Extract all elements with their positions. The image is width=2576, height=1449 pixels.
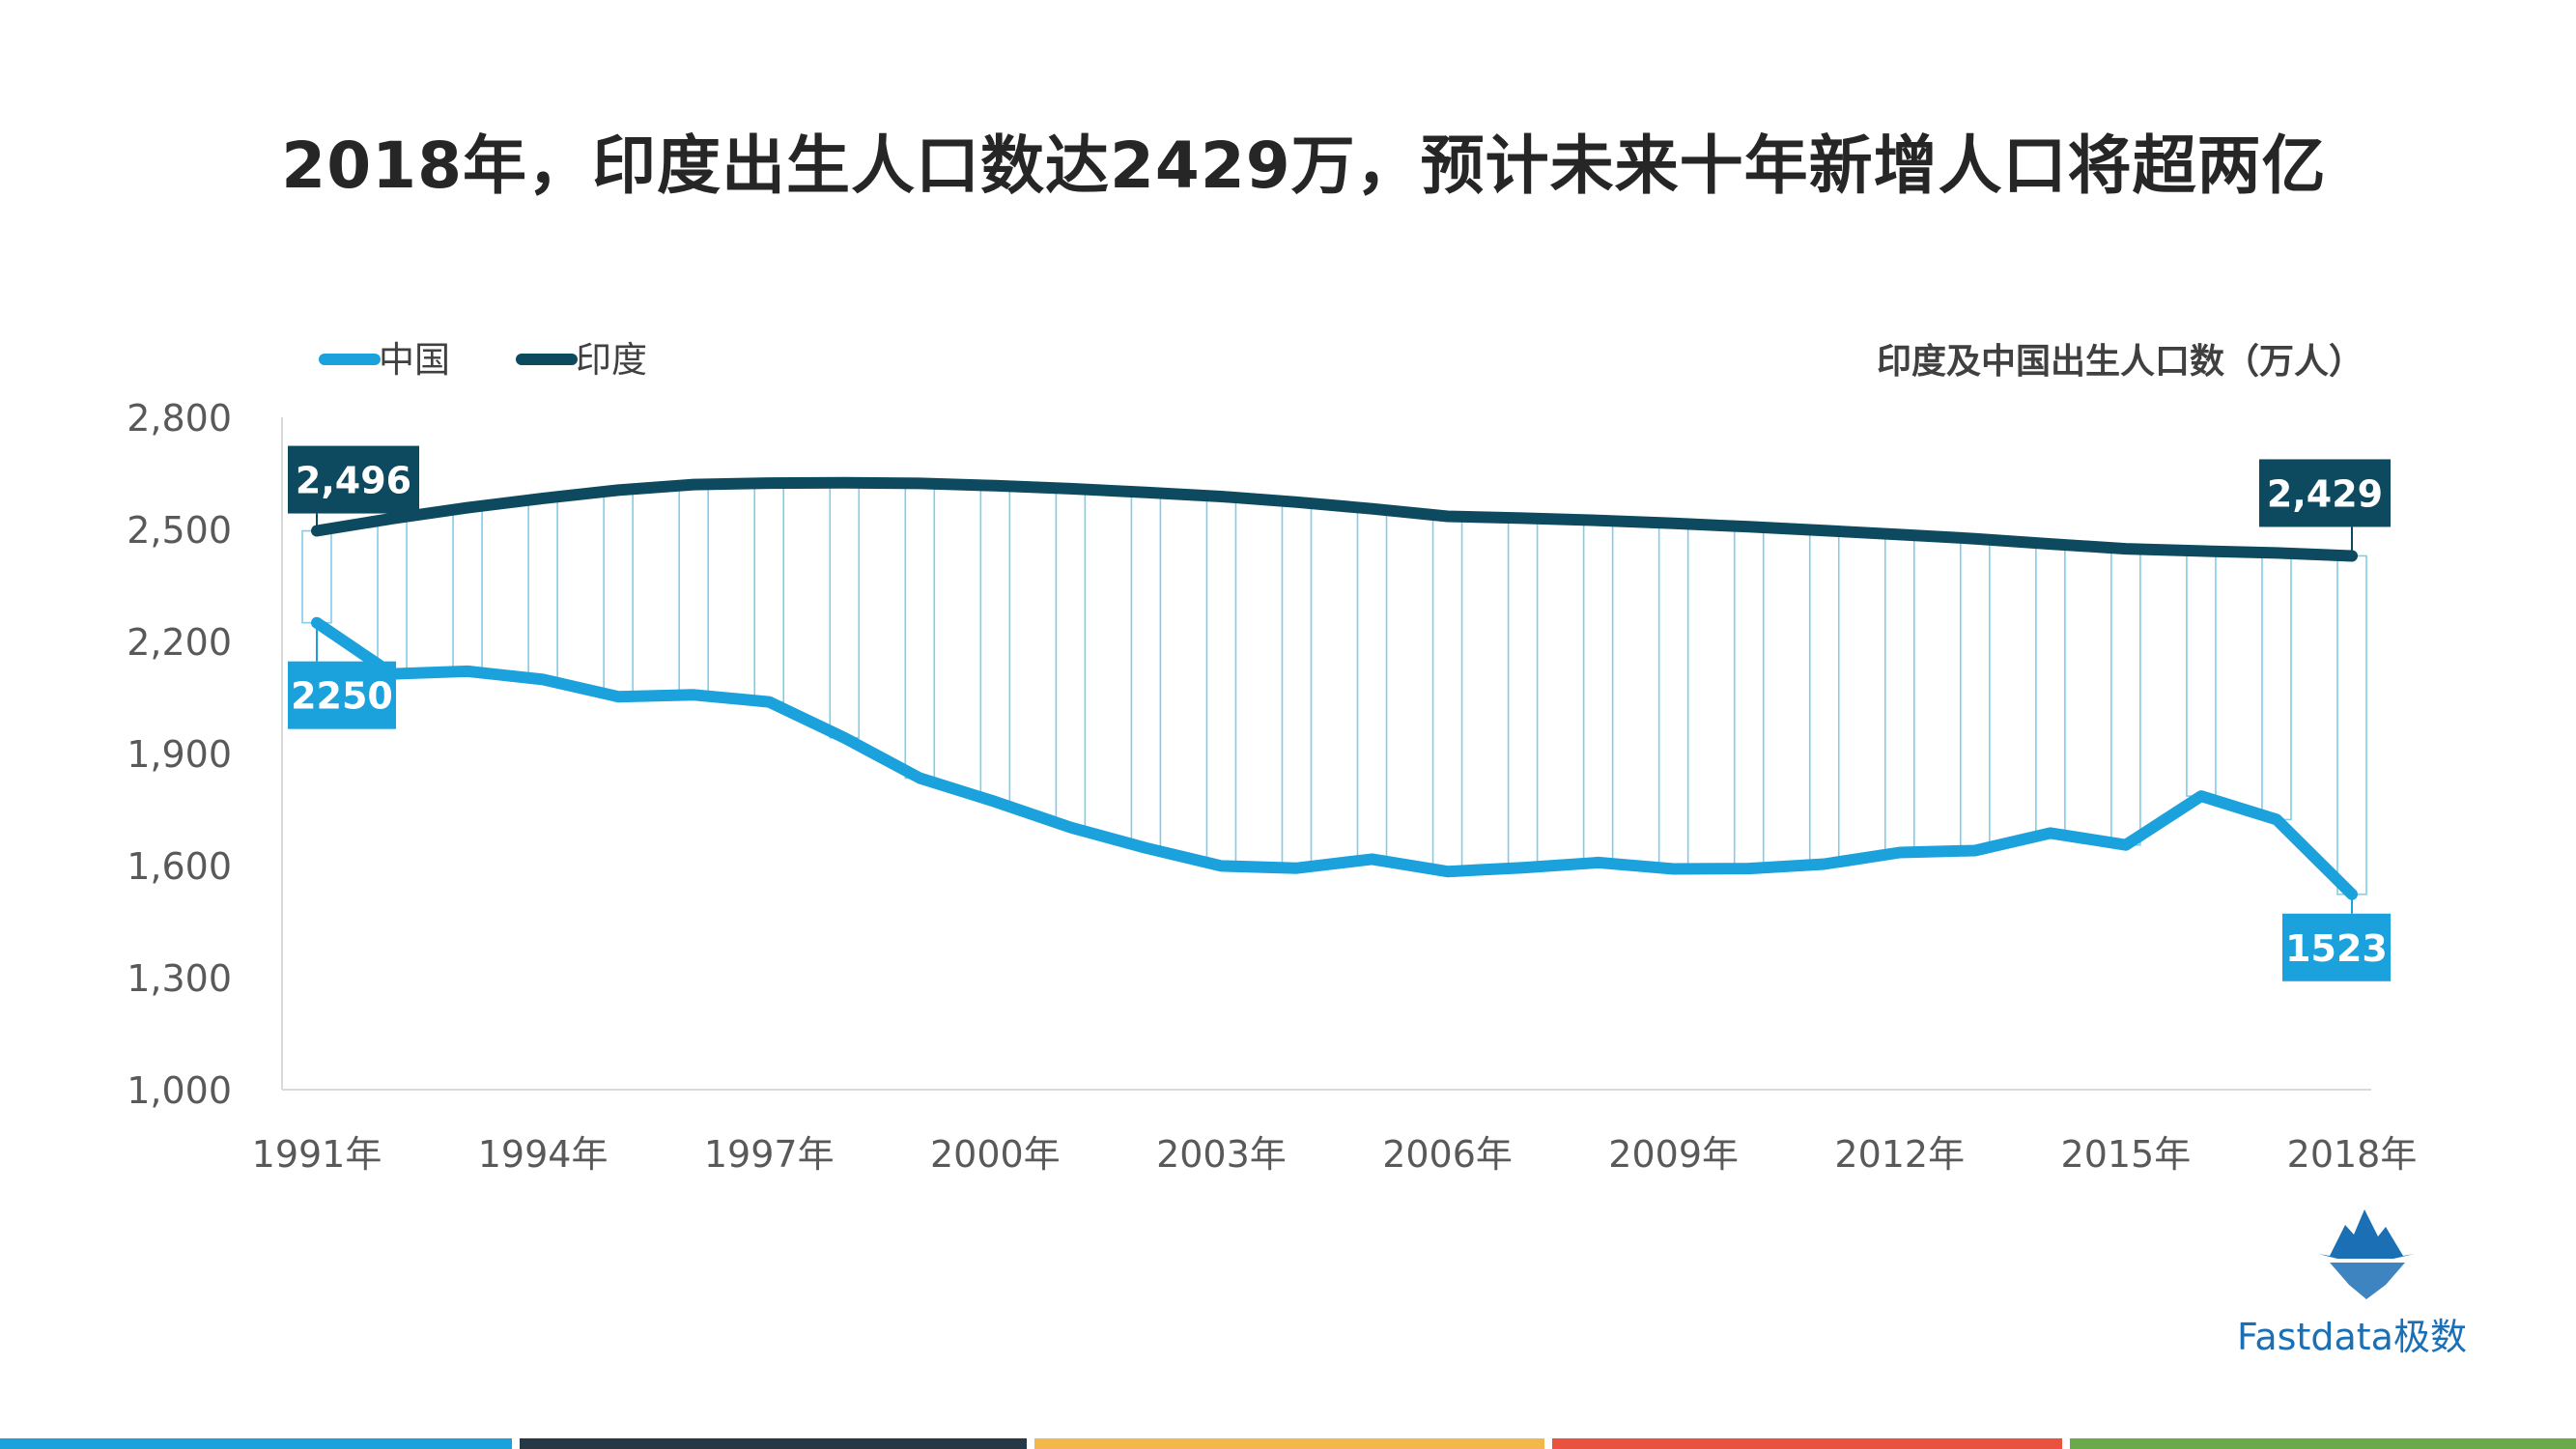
drop-line-2010年 — [1733, 526, 1765, 869]
callout-box — [288, 445, 419, 514]
series-line-china — [311, 616, 2358, 900]
y-tick-label: 2,200 — [127, 621, 232, 664]
bottom-color-bar — [1034, 1438, 1544, 1449]
data-label: 2250 — [291, 675, 393, 718]
callout-box — [288, 661, 396, 729]
data-label: 2,496 — [296, 460, 411, 502]
drop-line-2017年 — [2261, 552, 2292, 821]
iceberg-icon — [2318, 1209, 2415, 1259]
callouts-group: 2,496 2250 2,429 1523 — [288, 445, 2391, 981]
x-tick-label: 2012年 — [1834, 1133, 1965, 1176]
legend-label-india: 印度 — [576, 339, 647, 381]
x-tick-label: 2000年 — [930, 1133, 1061, 1176]
y-tick-label: 1,600 — [127, 845, 232, 888]
x-tick-label: 2003年 — [1156, 1133, 1287, 1176]
drop-line-2001年 — [1055, 488, 1087, 829]
drop-line-1994年 — [527, 497, 558, 681]
bottom-color-bar — [520, 1438, 1027, 1449]
y-tick-label: 2,500 — [127, 509, 232, 552]
callout-box — [2282, 913, 2391, 981]
data-label: 1523 — [2285, 927, 2388, 970]
bottom-color-bar — [2070, 1438, 2576, 1449]
drop-line-2002年 — [1130, 491, 1162, 849]
legend-label-china: 中国 — [379, 339, 450, 381]
bottom-color-bar — [1552, 1438, 2062, 1449]
y-tick-label: 2,800 — [127, 397, 232, 440]
drop-line-2004年 — [1281, 500, 1313, 869]
drop-line-1996年 — [678, 483, 709, 696]
drop-line-2000年 — [979, 484, 1011, 803]
drop-line-2005年 — [1356, 507, 1388, 861]
x-tick-label: 2009年 — [1608, 1133, 1739, 1176]
drop-line-2014年 — [2035, 543, 2066, 835]
chart-title: 2018年，印度出生人口数达2429万，预计未来十年新增人口将超两亿 — [281, 128, 2327, 203]
drop-line-1997年 — [753, 482, 785, 703]
legend: 中国 印度 印度及中国出生人口数（万人） — [319, 339, 2364, 382]
brand-logo: Fastdata极数 — [2237, 1209, 2467, 1358]
y-tick-label: 1,000 — [127, 1069, 232, 1112]
drop-line-1992年 — [377, 517, 408, 675]
drop-line-2016年 — [2186, 550, 2217, 797]
bottom-color-bar — [0, 1438, 512, 1449]
drop-line-1995年 — [603, 489, 634, 698]
drop-line-2012年 — [1883, 533, 1915, 854]
y-tick-label: 1,900 — [127, 733, 232, 776]
drop-line-2011年 — [1808, 529, 1840, 866]
series-lines-group — [311, 476, 2358, 900]
drop-line-1998年 — [829, 481, 861, 739]
x-tick-label: 1997年 — [704, 1133, 835, 1176]
series-line-india — [311, 476, 2358, 562]
x-tick-label: 2006年 — [1382, 1133, 1513, 1176]
drop-line-1991年 — [301, 529, 332, 624]
data-label: 2,429 — [2267, 472, 2383, 515]
drop-line-1993年 — [452, 506, 483, 672]
x-tick-label: 1991年 — [252, 1133, 382, 1176]
x-tick-label: 2018年 — [2287, 1133, 2418, 1176]
drop-line-2009年 — [1657, 523, 1689, 870]
y-tick-label: 1,300 — [127, 957, 232, 1000]
drop-line-2015年 — [2110, 548, 2141, 846]
drop-line-2006年 — [1431, 515, 1463, 872]
unit-label: 印度及中国出生人口数（万人） — [1877, 342, 2364, 382]
x-tick-label: 2015年 — [2061, 1133, 2192, 1176]
x-tick-label: 1994年 — [478, 1133, 609, 1176]
drop-line-2003年 — [1205, 496, 1237, 867]
drop-line-2018年 — [2336, 554, 2367, 895]
drop-line-1999年 — [904, 482, 936, 780]
callout-box — [2259, 459, 2391, 527]
drop-line-2007年 — [1507, 517, 1539, 869]
drop-line-2008年 — [1582, 519, 1614, 864]
brand-name: Fastdata极数 — [2237, 1316, 2467, 1358]
axes-group: 1,000 1,300 1,600 1,900 2,200 2,500 2,800 1991年… — [127, 397, 2417, 1176]
drop-line-2013年 — [1960, 537, 1991, 852]
iceberg-reflection-icon — [2330, 1263, 2405, 1299]
